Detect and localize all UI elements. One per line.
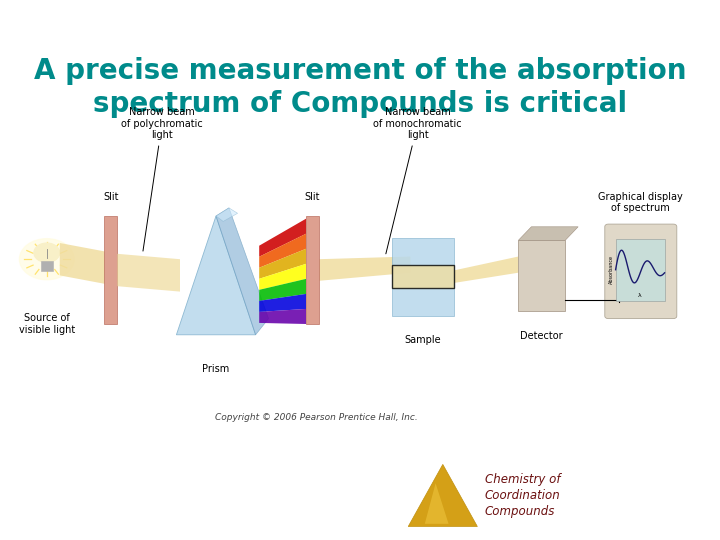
FancyBboxPatch shape bbox=[306, 216, 319, 324]
Text: λ: λ bbox=[638, 293, 642, 298]
FancyBboxPatch shape bbox=[392, 265, 454, 288]
Polygon shape bbox=[259, 234, 306, 268]
Polygon shape bbox=[259, 219, 306, 256]
Circle shape bbox=[34, 243, 60, 262]
Text: Narrow beam
of polychromatic
light: Narrow beam of polychromatic light bbox=[121, 107, 203, 251]
Polygon shape bbox=[425, 483, 449, 524]
Text: Prism: Prism bbox=[202, 364, 230, 375]
Polygon shape bbox=[408, 464, 477, 526]
FancyBboxPatch shape bbox=[104, 216, 117, 324]
Polygon shape bbox=[259, 264, 306, 290]
Polygon shape bbox=[454, 256, 518, 283]
Polygon shape bbox=[518, 227, 578, 240]
Polygon shape bbox=[216, 208, 269, 335]
Polygon shape bbox=[60, 243, 117, 286]
Polygon shape bbox=[117, 254, 180, 292]
Text: Sample: Sample bbox=[405, 335, 441, 345]
Polygon shape bbox=[176, 216, 256, 335]
Text: Source of
visible light: Source of visible light bbox=[19, 313, 75, 335]
Text: Graphical display
of spectrum: Graphical display of spectrum bbox=[598, 192, 683, 213]
Polygon shape bbox=[259, 309, 306, 324]
Polygon shape bbox=[259, 294, 306, 312]
Polygon shape bbox=[319, 256, 410, 281]
Text: Narrow beam
of monochromatic
light: Narrow beam of monochromatic light bbox=[373, 107, 462, 254]
FancyBboxPatch shape bbox=[392, 238, 454, 316]
Text: A precise measurement of the absorption
spectrum of Compounds is critical: A precise measurement of the absorption … bbox=[34, 57, 686, 118]
Text: Slit: Slit bbox=[305, 192, 320, 202]
Polygon shape bbox=[259, 279, 306, 301]
Circle shape bbox=[19, 239, 74, 280]
Text: Copyright © 2006 Pearson Prentice Hall, Inc.: Copyright © 2006 Pearson Prentice Hall, … bbox=[215, 413, 418, 422]
Text: Chemistry of
Coordination
Compounds: Chemistry of Coordination Compounds bbox=[485, 472, 560, 518]
Text: Detector: Detector bbox=[521, 331, 563, 341]
FancyBboxPatch shape bbox=[616, 239, 665, 301]
Text: Absorbance: Absorbance bbox=[609, 255, 613, 284]
Polygon shape bbox=[216, 208, 238, 221]
FancyBboxPatch shape bbox=[605, 224, 677, 319]
Polygon shape bbox=[259, 249, 306, 279]
Text: Slit: Slit bbox=[103, 192, 119, 202]
FancyBboxPatch shape bbox=[518, 240, 565, 310]
FancyBboxPatch shape bbox=[41, 261, 53, 271]
